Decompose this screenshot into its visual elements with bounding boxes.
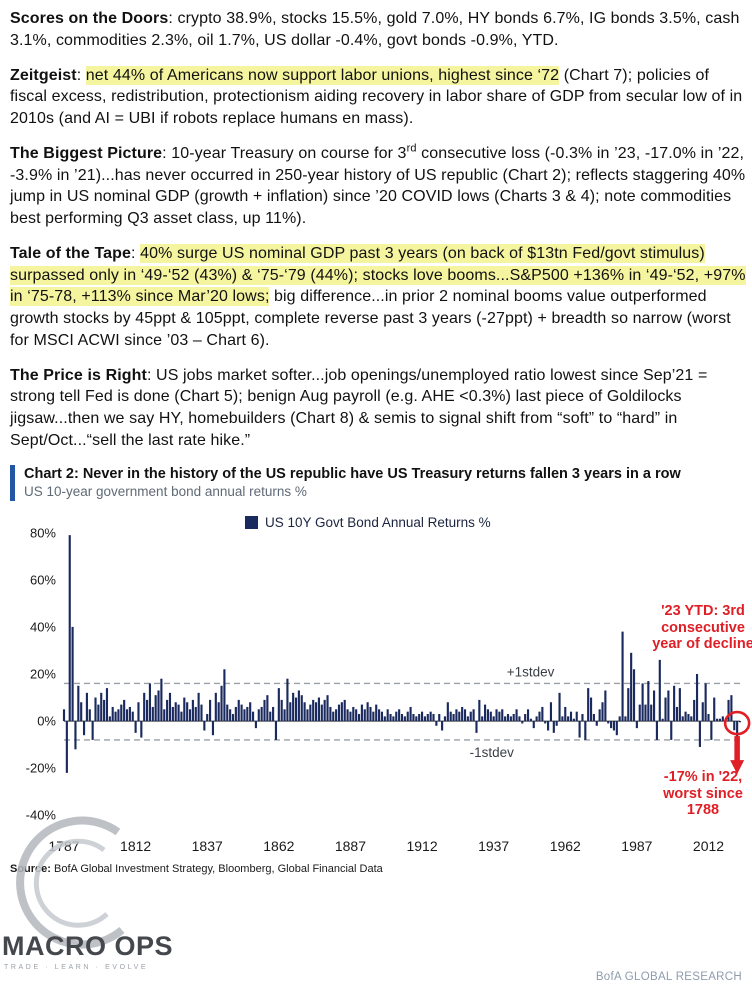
svg-text:1812: 1812 <box>120 838 151 854</box>
svg-text:1787: 1787 <box>48 838 79 854</box>
legend-label: US 10Y Govt Bond Annual Returns % <box>265 514 491 530</box>
chart-title: Chart 2: Never in the history of the US … <box>24 465 681 482</box>
svg-text:1987: 1987 <box>621 838 652 854</box>
chart-2-block: Chart 2: Never in the history of the US … <box>10 464 752 875</box>
svg-text:1887: 1887 <box>335 838 366 854</box>
bond-returns-bar-chart: 80% 60% 40% 20% 0% -20% -40% 1787 1812 1837 1862 18… <box>26 525 751 854</box>
paragraph-text: : crypto 38.9%, stocks 15.5%, gold 7.0%,… <box>10 10 740 49</box>
legend-swatch <box>245 515 258 529</box>
svg-text:20%: 20% <box>30 666 56 681</box>
annotation-worst-since-1788: -17% in '22, worst since 1788 <box>663 768 743 819</box>
svg-text:40%: 40% <box>30 619 56 634</box>
source-text: BofA Global Investment Strategy, Bloombe… <box>50 862 383 875</box>
ordinal-superscript: rd <box>406 142 417 155</box>
paragraph-text: : 10-year Treasury on course for 3 <box>162 144 407 162</box>
chart-legend: US 10Y Govt Bond Annual Returns % <box>245 515 491 530</box>
chart-title-group: Chart 2: Never in the history of the US … <box>24 465 681 501</box>
highlighted-text: 40% surge US nominal GDP past 3 years (o… <box>10 243 746 307</box>
svg-text:2012: 2012 <box>693 838 724 854</box>
svg-text:-1stdev: -1stdev <box>470 745 515 760</box>
paragraph-text: : US jobs market softer...job openings/u… <box>10 366 708 449</box>
paragraph-lead: Zeitgeist <box>10 66 77 84</box>
bofa-global-research-footer: BofA GLOBAL RESEARCH <box>595 971 742 983</box>
paragraph-text: big difference...in prior 2 nominal boom… <box>10 288 731 349</box>
svg-text:1862: 1862 <box>263 838 294 854</box>
paragraph-lead: Tale of the Tape <box>10 244 132 262</box>
paragraph-zeitgeist: Zeitgeist: net 44% of Americans now supp… <box>10 65 748 130</box>
paragraph-lead: Scores on the Doors <box>10 10 169 27</box>
annotation-2023-decline: '23 YTD: 3rd consecutive year of decline <box>652 602 752 653</box>
paragraph-lead: The Biggest Picture <box>10 144 163 162</box>
svg-text:1937: 1937 <box>478 838 509 854</box>
paragraph-tale-of-tape: Tale of the Tape: 40% surge US nominal G… <box>10 243 748 352</box>
highlighted-text: net 44% of Americans now support labor u… <box>85 65 560 85</box>
chart-subtitle: US 10-year government bond annual return… <box>24 484 307 500</box>
paragraph-price-is-right: The Price is Right: US jobs market softe… <box>10 365 748 452</box>
chart-area: 80% 60% 40% 20% 0% -20% -40% 1787 1812 1837 1862 18… <box>10 511 752 859</box>
svg-text:1962: 1962 <box>550 838 581 854</box>
svg-text:-20%: -20% <box>26 761 57 776</box>
watermark-title: MACRO OPS <box>2 931 174 961</box>
chart-header: Chart 2: Never in the history of the US … <box>10 464 748 501</box>
paragraph-lead: The Price is Right <box>10 366 147 384</box>
paragraph-text: : <box>76 66 86 84</box>
svg-text:+1stdev: +1stdev <box>507 664 555 679</box>
svg-text:80%: 80% <box>30 525 56 540</box>
svg-text:1912: 1912 <box>406 838 437 854</box>
paragraph-biggest-picture: The Biggest Picture: 10-year Treasury on… <box>10 143 748 230</box>
chart-title-accent-bar <box>10 464 15 501</box>
svg-text:-40%: -40% <box>26 808 57 823</box>
svg-text:1837: 1837 <box>192 838 223 854</box>
paragraph-scores: Scores on the Doors: crypto 38.9%, stock… <box>10 8 748 52</box>
svg-text:60%: 60% <box>30 572 56 587</box>
source-label: Source: <box>10 862 51 875</box>
paragraph-text: (Chart 7); policies of fiscal excess, re… <box>10 66 743 128</box>
source-line: Source: BofA Global Investment Strategy,… <box>10 863 748 875</box>
svg-text:0%: 0% <box>37 713 56 728</box>
watermark-tagline: TRADE · LEARN · EVOLVE <box>4 964 149 971</box>
paragraph-text: : <box>131 244 141 262</box>
paragraph-text: consecutive loss (-0.3% in ’23, -17.0% i… <box>10 144 746 227</box>
